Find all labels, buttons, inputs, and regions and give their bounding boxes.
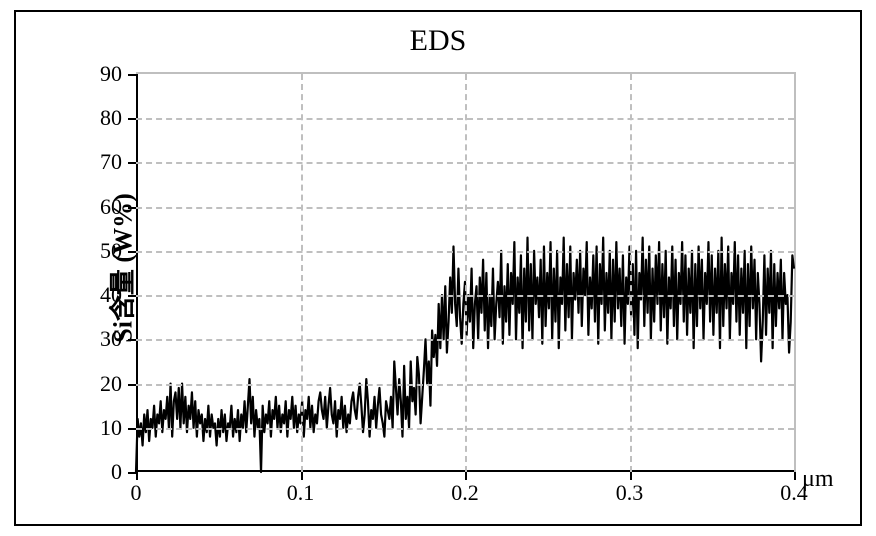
y-tick — [128, 472, 136, 474]
y-tick-label: 10 — [100, 415, 122, 441]
x-tick-label: 0.1 — [287, 480, 315, 506]
y-tick-label: 50 — [100, 238, 122, 264]
plot-area: 010203040506070809000.10.20.30.4 — [136, 72, 796, 472]
y-tick — [128, 118, 136, 120]
x-axis-unit: μm — [802, 466, 834, 493]
gridline-vertical — [301, 74, 303, 472]
x-tick-label: 0.3 — [616, 480, 644, 506]
y-tick-label: 60 — [100, 194, 122, 220]
gridline-vertical — [630, 74, 632, 472]
x-tick — [136, 472, 138, 480]
gridline-vertical — [465, 74, 467, 472]
y-tick — [128, 428, 136, 430]
chart-frame: EDS Si含量 (W%) 010203040506070809000.10.2… — [14, 10, 862, 526]
x-tick — [630, 472, 632, 480]
y-tick-label: 20 — [100, 371, 122, 397]
x-tick-label: 0 — [131, 480, 142, 506]
x-tick — [301, 472, 303, 480]
y-tick — [128, 207, 136, 209]
x-tick-label: 0.2 — [451, 480, 479, 506]
y-tick-label: 90 — [100, 61, 122, 87]
y-tick — [128, 74, 136, 76]
y-tick — [128, 384, 136, 386]
chart-title: EDS — [16, 24, 860, 58]
y-tick-label: 70 — [100, 149, 122, 175]
y-tick-label: 0 — [111, 459, 122, 485]
y-tick-label: 80 — [100, 105, 122, 131]
y-tick — [128, 162, 136, 164]
y-tick-label: 30 — [100, 326, 122, 352]
y-tick — [128, 295, 136, 297]
y-tick-label: 40 — [100, 282, 122, 308]
x-tick — [465, 472, 467, 480]
x-tick — [794, 472, 796, 480]
y-tick — [128, 251, 136, 253]
y-tick — [128, 339, 136, 341]
